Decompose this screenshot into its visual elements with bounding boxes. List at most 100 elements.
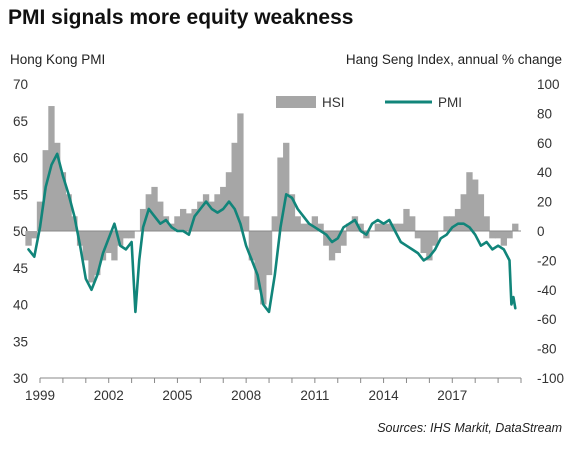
hsi-bar [466, 172, 473, 231]
hsi-bar [105, 231, 112, 254]
hsi-bar [265, 231, 273, 276]
hsi-bar [323, 231, 330, 246]
hsi-bar [311, 216, 319, 231]
hsi-bar [426, 231, 433, 261]
hsi-bar [31, 231, 38, 239]
right-tick-label: -20 [537, 253, 557, 268]
right-tick-label: 80 [537, 106, 552, 121]
hsi-bar [483, 216, 490, 231]
hsi-bar [391, 223, 399, 231]
source-note: Sources: IHS Markit, DataStream [377, 421, 562, 435]
hsi-bar [254, 231, 261, 290]
hsi-bar [500, 231, 507, 246]
hsi-bar [231, 142, 238, 231]
hsi-bar [351, 216, 359, 231]
left-tick-label: 50 [13, 224, 28, 239]
left-tick-label: 30 [13, 371, 28, 386]
hsi-bar [36, 201, 44, 231]
hsi-bar [328, 231, 336, 261]
right-tick-label: 40 [537, 165, 552, 180]
hsi-bar [65, 194, 72, 231]
left-tick-label: 35 [13, 334, 28, 349]
hsi-bar [197, 201, 204, 231]
legend-hsi-swatch [276, 96, 316, 108]
hsi-bar [271, 216, 278, 231]
right-tick-label: 0 [537, 224, 545, 239]
x-tick-label: 2011 [300, 388, 329, 403]
left-tick-label: 55 [13, 187, 28, 202]
hsi-bar [76, 231, 84, 246]
hsi-bar [128, 231, 135, 239]
hsi-bar [94, 231, 101, 276]
x-tick-label: 2002 [94, 388, 124, 403]
hsi-bar [449, 216, 456, 231]
hsi-bar [357, 223, 364, 231]
hsi-bar [242, 216, 250, 231]
hsi-bar [431, 231, 439, 246]
hsi-bar [374, 223, 382, 231]
hsi-bars [25, 106, 519, 305]
right-tick-label: 100 [537, 77, 560, 92]
hsi-bar [260, 231, 267, 305]
legend-hsi-label: HSI [322, 95, 345, 110]
hsi-bar [386, 223, 393, 231]
hsi-bar [122, 231, 130, 239]
hsi-bar [494, 231, 502, 239]
hsi-bar [346, 223, 353, 231]
hsi-bar [162, 216, 170, 231]
left-tick-label: 65 [13, 114, 28, 129]
hsi-bar [409, 216, 416, 231]
hsi-bar [208, 201, 215, 231]
left-axis: 30 35 40 45 50 55 60 65 70 [13, 77, 28, 386]
hsi-bar [414, 231, 422, 239]
pmi-line [27, 152, 517, 314]
hsi-bar [82, 231, 89, 261]
hsi-bar [139, 208, 147, 231]
hsi-bar [472, 179, 479, 231]
hsi-bar [512, 223, 519, 231]
hsi-bar [202, 194, 210, 231]
right-tick-label: -40 [537, 283, 557, 298]
hsi-bar [506, 231, 513, 239]
hsi-bar [248, 231, 256, 261]
right-axis: -100 -80 -60 -40 -20 0 20 40 60 80 100 [537, 77, 564, 386]
hsi-bar [489, 231, 496, 239]
left-tick-label: 40 [13, 298, 28, 313]
hsi-bar [300, 223, 307, 231]
x-axis: 1999 2002 2005 2008 2011 2014 2017 [25, 377, 522, 403]
hsi-bar [283, 142, 290, 231]
hsi-bar [317, 223, 324, 231]
left-tick-label: 45 [13, 261, 28, 276]
right-tick-label: 60 [537, 136, 552, 151]
hsi-bar [59, 172, 67, 231]
right-tick-label: -60 [537, 312, 557, 327]
left-tick-label: 60 [13, 151, 28, 166]
hsi-bar [25, 231, 32, 246]
hsi-bar [454, 208, 462, 231]
hsi-bar [443, 216, 450, 231]
hsi-bar [157, 201, 164, 231]
x-tick-label: 1999 [25, 388, 55, 403]
right-tick-label: -100 [537, 371, 564, 386]
hsi-bar [88, 231, 95, 283]
hsi-bar [305, 223, 313, 231]
hsi-bar [237, 113, 244, 231]
hsi-bar [294, 216, 301, 231]
hsi-bar [460, 194, 467, 231]
hsi-bar [334, 231, 341, 254]
right-axis-label: Hang Seng Index, annual % change [346, 52, 562, 67]
hsi-bar [288, 194, 296, 231]
right-tick-label: -80 [537, 342, 557, 357]
hsi-bar [477, 194, 485, 231]
left-axis-label: Hong Kong PMI [10, 52, 105, 67]
hsi-bar [277, 157, 284, 231]
hsi-bar [99, 231, 107, 261]
hsi-bar [71, 216, 78, 231]
chart-title: PMI signals more equity weakness [8, 6, 353, 29]
legend-pmi-label: PMI [438, 95, 462, 110]
hsi-bar [340, 231, 347, 246]
hsi-bar [54, 142, 61, 231]
x-tick-label: 2014 [369, 388, 400, 403]
left-tick-label: 70 [13, 77, 28, 92]
